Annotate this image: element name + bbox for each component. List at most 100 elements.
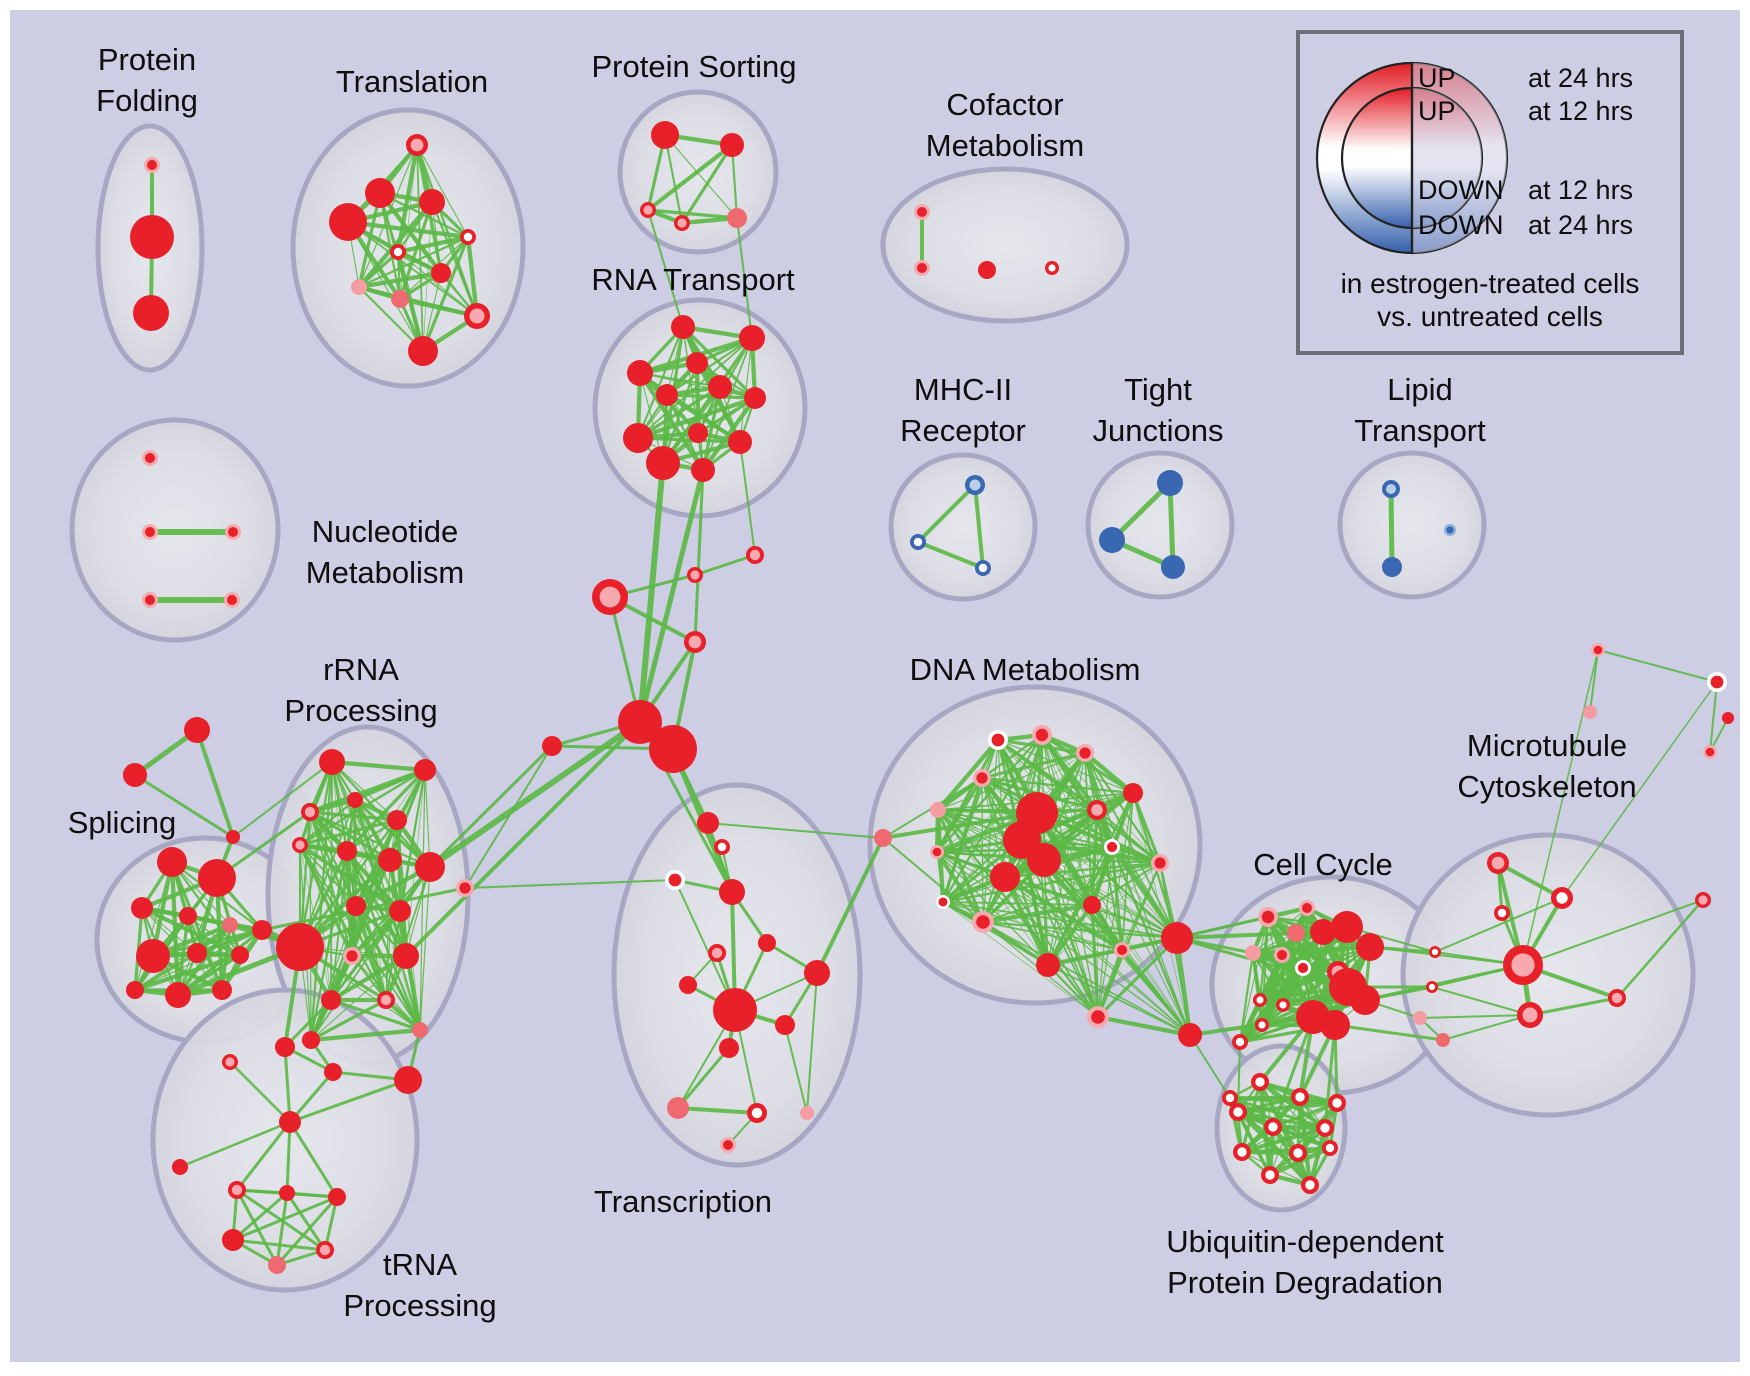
edge-rrna xyxy=(330,850,348,1001)
edge-link-rna_transport-connectors xyxy=(637,460,666,725)
node-transcription xyxy=(697,812,719,834)
edge-microtubule xyxy=(1615,898,1705,1000)
node-core-cell_cycle xyxy=(1258,1021,1266,1029)
node-core-microtubule xyxy=(1710,675,1724,689)
edge-protein_sorting xyxy=(730,143,739,220)
node-core-lipid_transport xyxy=(1386,484,1396,494)
edge-mhc xyxy=(916,540,985,570)
edge-dna xyxy=(1047,862,1161,966)
node-dna xyxy=(1178,1023,1202,1047)
node-splicing xyxy=(198,859,236,897)
cluster-label-trna: tRNA Processing xyxy=(343,1247,496,1323)
node-core-protein_folding xyxy=(147,160,157,170)
legend-time-label: at 24 hrs xyxy=(1528,210,1633,240)
node-splicing xyxy=(165,982,191,1008)
node-translation xyxy=(391,290,409,308)
edge-trna xyxy=(178,1120,292,1169)
edge-rrna xyxy=(310,905,357,1041)
edge-connectors xyxy=(133,773,235,839)
node-dna xyxy=(1123,783,1143,803)
cluster-label-rna_transport: RNA Transport xyxy=(591,262,795,297)
cluster-label-mhc: MHC-II Receptor xyxy=(900,372,1026,448)
cluster-ellipse-tight_junctions xyxy=(1085,450,1235,600)
edge-rrna xyxy=(328,953,409,1003)
legend-time-label: at 24 hrs xyxy=(1528,63,1633,93)
edge-rrna xyxy=(329,998,422,1032)
cluster-label-lipid_transport: Lipid Transport xyxy=(1354,372,1486,448)
node-rrna xyxy=(412,1022,428,1038)
edge-rna_transport xyxy=(636,385,722,440)
edge-link-connectors-transcription xyxy=(464,879,676,889)
edge-translation xyxy=(345,219,471,240)
network-nodes xyxy=(123,121,1734,1274)
node-cell_cycle xyxy=(1331,911,1363,943)
edge-trna xyxy=(235,1120,292,1192)
cluster-label-translation: Translation xyxy=(336,64,488,99)
node-core-ubiquitin xyxy=(1305,1180,1315,1190)
node-connectors xyxy=(184,717,210,743)
edge-dna xyxy=(942,901,1178,939)
node-cofactor xyxy=(978,261,996,279)
edge-trna xyxy=(231,1195,339,1242)
edge-dna xyxy=(982,921,1123,951)
node-dna xyxy=(930,802,946,818)
node-core-microtubule xyxy=(1431,948,1439,956)
edge-cell_cycle xyxy=(1238,985,1350,1044)
node-core-rrna xyxy=(346,950,358,962)
node-rna_transport xyxy=(739,325,765,351)
node-core-dna xyxy=(991,733,1005,747)
edge-rrna xyxy=(298,798,357,847)
edge-translation xyxy=(416,144,469,238)
cluster-label-nucleotide: Nucleotide Metabolism xyxy=(306,514,465,590)
edge-translation xyxy=(347,221,478,317)
node-core-cell_cycle xyxy=(1297,962,1309,974)
node-dna xyxy=(1036,953,1060,977)
edge-link-connectors-rrna xyxy=(427,719,643,870)
node-rrna xyxy=(389,900,411,922)
node-connectors xyxy=(226,830,240,844)
edge-mhc xyxy=(973,483,985,570)
edge-link-transcription-connectors xyxy=(815,836,885,975)
node-rna_transport xyxy=(691,458,715,482)
edge-dna xyxy=(1036,812,1191,1036)
node-core-dna xyxy=(1117,945,1127,955)
node-splicing xyxy=(126,981,144,999)
edge-protein_sorting xyxy=(680,143,734,225)
edge-dna xyxy=(936,851,1123,951)
node-rrna xyxy=(321,990,341,1010)
edge-dna xyxy=(1095,947,1125,1020)
edge-dna xyxy=(1047,964,1191,1036)
edge-rrna xyxy=(299,946,421,1031)
node-splicing xyxy=(252,920,272,940)
edge-dna xyxy=(1004,876,1093,906)
edge-rna_transport xyxy=(681,325,757,400)
node-splicing xyxy=(231,946,249,964)
edge-splicing xyxy=(176,928,264,997)
node-core-dna xyxy=(938,897,948,907)
cluster-label-protein_folding: Protein Folding xyxy=(96,42,198,118)
edge-dna xyxy=(1035,811,1179,940)
edge-dna xyxy=(996,738,1162,865)
edge-dna xyxy=(936,851,944,903)
node-core-transcription xyxy=(668,873,682,887)
edge-rrna xyxy=(424,769,431,868)
edge-translation xyxy=(465,234,480,319)
edge-ubiquitin xyxy=(1307,1125,1328,1188)
node-protein_folding xyxy=(130,215,174,259)
node-core-ubiquitin xyxy=(1320,1123,1330,1133)
node-dna xyxy=(990,862,1020,892)
edge-dna xyxy=(936,752,1086,853)
edge-link-transcription-connectors xyxy=(707,822,884,839)
node-cell_cycle xyxy=(1350,985,1380,1015)
node-splicing xyxy=(157,847,187,877)
node-trna xyxy=(275,1037,295,1057)
node-core-microtubule xyxy=(1698,895,1708,905)
edge-link-rna_transport-connectors xyxy=(637,467,706,725)
node-connectors xyxy=(618,700,662,744)
node-cell_cycle xyxy=(1356,933,1384,961)
edge-link-splicing-rrna xyxy=(215,810,312,880)
node-microtubule xyxy=(1436,1033,1450,1047)
node-tight_junctions xyxy=(1161,555,1185,579)
node-core-ubiquitin xyxy=(1233,1107,1243,1117)
node-translation xyxy=(351,279,367,295)
